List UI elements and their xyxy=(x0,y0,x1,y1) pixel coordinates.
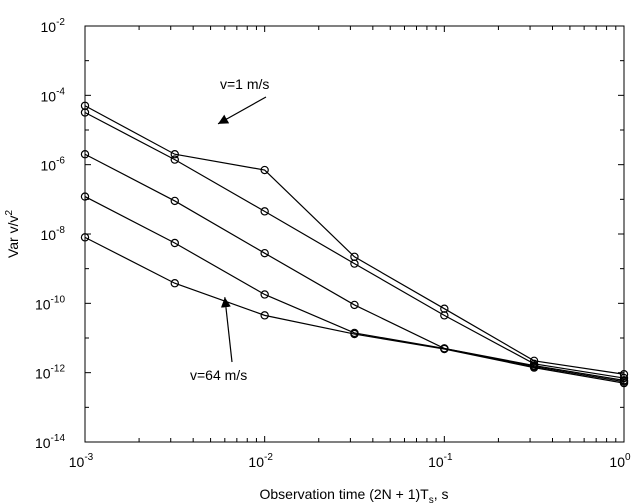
y-tick-label: 10-4 xyxy=(41,86,66,104)
data-point-marker xyxy=(80,108,90,117)
y-tick-label-base: 10 xyxy=(35,296,51,312)
data-point-marker xyxy=(529,363,539,372)
data-point-marker xyxy=(440,344,449,354)
x-tick-label-exp: 0 xyxy=(625,452,631,463)
x-axis-label: Observation time (2N + 1)Ts, s xyxy=(259,486,448,504)
y-tick-label-base: 10 xyxy=(41,158,57,174)
x-axis-label-tail: , s xyxy=(434,486,449,502)
plot-frame xyxy=(84,25,625,443)
data-point-marker xyxy=(170,238,179,248)
y-tick-label-exp: -4 xyxy=(56,86,65,97)
y-tick-label-exp: -2 xyxy=(56,17,65,28)
data-point-marker xyxy=(260,165,269,175)
y-tick-label: 10-12 xyxy=(35,364,65,382)
data-point-marker xyxy=(260,248,269,258)
x-tick-label-base: 10 xyxy=(609,454,625,470)
data-point-marker xyxy=(350,259,359,268)
y-axis-label-sup: 2 xyxy=(4,210,15,216)
y-tick-label-base: 10 xyxy=(35,366,51,382)
y-axis-label-main: Var v/v xyxy=(5,216,21,259)
y-tick-label-exp: -6 xyxy=(56,156,65,167)
annotation-arrow-v1 xyxy=(217,96,267,125)
y-tick-label: 10-10 xyxy=(35,294,65,312)
y-tick-label-base: 10 xyxy=(35,435,51,451)
data-point-marker xyxy=(80,192,90,201)
series-line-4 xyxy=(84,196,625,383)
data-point-marker xyxy=(80,233,90,242)
series-line-5 xyxy=(84,236,625,384)
x-tick-label-exp: -1 xyxy=(444,452,453,463)
x-tick-label-exp: -2 xyxy=(264,452,273,463)
x-tick-label: 100 xyxy=(609,452,631,470)
y-tick-label-exp: -8 xyxy=(56,225,65,236)
annotation-layer: v=1 m/s v=64 m/s xyxy=(190,76,269,383)
data-point-marker xyxy=(170,279,179,288)
y-axis-label: Var v/v2 xyxy=(4,210,21,259)
data-point-marker xyxy=(440,311,449,320)
data-point-marker xyxy=(619,378,629,388)
data-point-marker xyxy=(260,311,269,320)
x-tick-label: 10-2 xyxy=(248,452,273,470)
x-tick-label: 10-3 xyxy=(69,452,94,470)
x-tick-label: 10-1 xyxy=(428,452,453,470)
y-tick-label-base: 10 xyxy=(41,88,57,104)
y-tick-label: 10-14 xyxy=(35,433,65,451)
y-tick-label: 10-8 xyxy=(41,225,66,243)
data-point-marker xyxy=(80,150,90,159)
data-point-marker xyxy=(350,300,359,310)
data-point-marker xyxy=(350,329,359,339)
y-tick-label-exp: -12 xyxy=(51,364,66,375)
y-tick-label-exp: -10 xyxy=(51,294,66,305)
series-line-3 xyxy=(84,153,625,381)
data-point-marker xyxy=(260,207,269,216)
x-axis-label-main: Observation time (2N + 1)T xyxy=(259,486,429,502)
series-layer xyxy=(80,101,629,388)
x-tick-label-exp: -3 xyxy=(84,452,93,463)
annotation-label-v64: v=64 m/s xyxy=(190,367,247,383)
y-tick-label: 10-2 xyxy=(41,17,66,35)
y-tick-label: 10-6 xyxy=(41,156,66,174)
annotation-arrow-v64 xyxy=(220,297,233,363)
x-tick-label-base: 10 xyxy=(69,454,85,470)
y-tick-label-base: 10 xyxy=(41,227,57,243)
data-point-marker xyxy=(170,150,179,159)
data-point-marker xyxy=(170,155,179,164)
y-tick-label-exp: -14 xyxy=(51,433,66,444)
x-axis-ticks: 10-3 10-2 10-1 100 xyxy=(69,26,631,470)
data-point-marker xyxy=(260,290,269,299)
x-tick-label-base: 10 xyxy=(428,454,444,470)
annotation-label-v1: v=1 m/s xyxy=(220,76,269,92)
data-point-marker xyxy=(170,196,179,206)
x-tick-label-base: 10 xyxy=(248,454,264,470)
x-axis-label-sub: s xyxy=(429,495,434,504)
y-tick-label-base: 10 xyxy=(41,19,57,35)
